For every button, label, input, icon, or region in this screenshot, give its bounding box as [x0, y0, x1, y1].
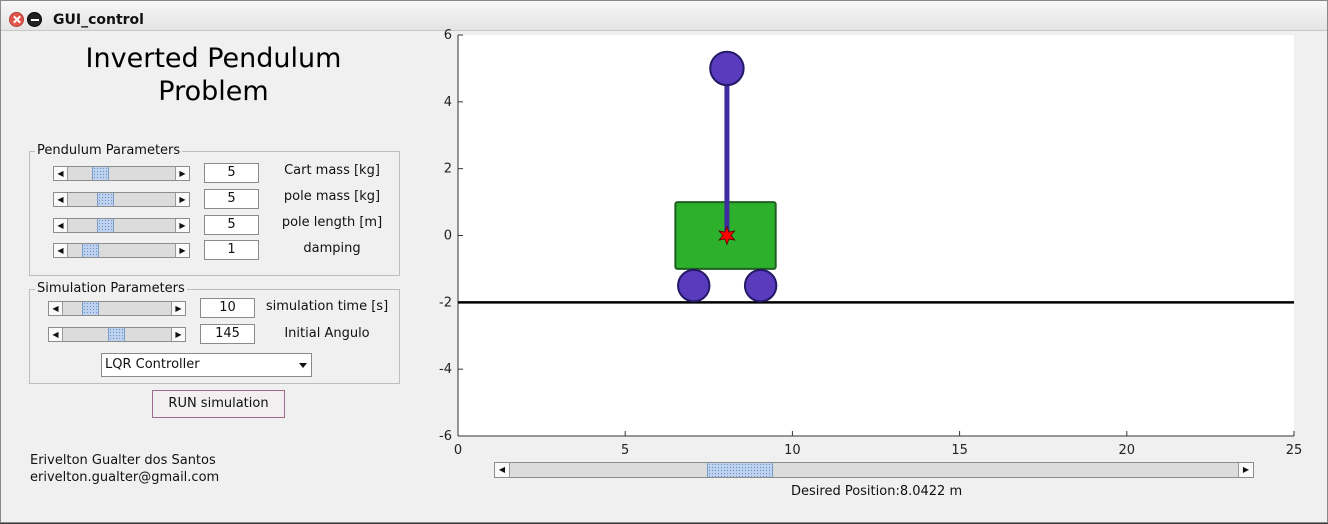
title-bar: GUI_control	[1, 1, 1327, 31]
arrow-right-icon[interactable]: ▶	[1238, 463, 1253, 477]
pole-length-input[interactable]: 5	[204, 215, 259, 235]
x-tick-label: 10	[784, 443, 801, 458]
y-tick-label: 4	[444, 95, 452, 110]
arrow-left-icon[interactable]: ◀	[49, 302, 63, 315]
author-info: Erivelton Gualter dos Santos erivelton.g…	[30, 452, 219, 486]
arrow-left-icon[interactable]: ◀	[49, 328, 63, 341]
pole-mass-label: pole mass [kg]	[283, 189, 381, 204]
pole-mass-input[interactable]: 5	[204, 189, 259, 209]
slider-thumb[interactable]	[82, 302, 100, 315]
page-title: Inverted Pendulum Problem	[41, 42, 386, 108]
initial-angle-input[interactable]: 145	[200, 324, 255, 344]
x-tick-label: 25	[1286, 443, 1303, 458]
desired-position-slider[interactable]: ◀ ▶	[494, 462, 1254, 478]
author-name: Erivelton Gualter dos Santos	[30, 453, 216, 468]
damping-slider[interactable]: ◀ ▶	[53, 243, 190, 258]
desired-position-readout: Desired Position:8.0422 m	[791, 484, 963, 499]
run-simulation-button[interactable]: RUN simulation	[152, 390, 285, 418]
y-tick-label: 2	[444, 162, 452, 177]
arrow-right-icon[interactable]: ▶	[175, 193, 189, 206]
y-tick-label: 0	[444, 229, 452, 244]
damping-label: damping	[303, 241, 361, 256]
slider-thumb[interactable]	[108, 328, 126, 341]
initial-angle-label: Initial Angulo	[284, 326, 370, 341]
slider-thumb[interactable]	[706, 463, 773, 477]
pole-mass-slider[interactable]: ◀ ▶	[53, 192, 190, 207]
slider-thumb[interactable]	[96, 219, 114, 232]
pendulum-parameters-panel: Pendulum Parameters	[29, 143, 400, 276]
y-tick-label: -6	[439, 429, 452, 444]
arrow-right-icon[interactable]: ▶	[171, 302, 185, 315]
damping-input[interactable]: 1	[204, 240, 259, 260]
y-tick-label: -2	[439, 295, 452, 310]
y-tick-label: -4	[439, 362, 452, 377]
arrow-left-icon[interactable]: ◀	[54, 193, 68, 206]
slider-thumb[interactable]	[96, 193, 114, 206]
simulation-time-label: simulation time [s]	[265, 299, 389, 314]
arrow-right-icon[interactable]: ▶	[175, 244, 189, 257]
page-title-line1: Inverted Pendulum	[85, 43, 342, 74]
minimize-icon[interactable]	[27, 12, 42, 27]
pole-length-slider[interactable]: ◀ ▶	[53, 218, 190, 233]
pendulum-parameters-label: Pendulum Parameters	[35, 143, 183, 159]
initial-angle-slider[interactable]: ◀ ▶	[48, 327, 186, 342]
close-icon[interactable]	[9, 12, 24, 27]
chevron-down-icon[interactable]	[299, 363, 307, 368]
simulation-time-input[interactable]: 10	[200, 298, 255, 318]
arrow-left-icon[interactable]: ◀	[54, 167, 68, 180]
arrow-right-icon[interactable]: ▶	[175, 167, 189, 180]
pole-length-label: pole length [m]	[281, 215, 383, 230]
arrow-right-icon[interactable]: ▶	[171, 328, 185, 341]
cart-mass-slider[interactable]: ◀ ▶	[53, 166, 190, 181]
simulation-parameters-label: Simulation Parameters	[35, 281, 187, 297]
slider-thumb[interactable]	[81, 244, 99, 257]
arrow-left-icon[interactable]: ◀	[495, 463, 510, 477]
window-title: GUI_control	[53, 12, 144, 28]
plot-area	[458, 35, 1294, 436]
cart-mass-label: Cart mass [kg]	[284, 163, 380, 178]
x-tick-label: 5	[621, 443, 629, 458]
author-email: erivelton.gualter@gmail.com	[30, 470, 220, 485]
x-tick-label: 0	[454, 443, 462, 458]
simulation-parameters-panel: Simulation Parameters	[29, 281, 400, 384]
arrow-right-icon[interactable]: ▶	[175, 219, 189, 232]
arrow-left-icon[interactable]: ◀	[54, 219, 68, 232]
cart-mass-input[interactable]: 5	[204, 163, 259, 183]
simulation-time-slider[interactable]: ◀ ▶	[48, 301, 186, 316]
arrow-left-icon[interactable]: ◀	[54, 244, 68, 257]
controller-select[interactable]: LQR Controller	[101, 353, 312, 377]
x-tick-label: 15	[951, 443, 968, 458]
x-tick-label: 20	[1119, 443, 1136, 458]
controller-select-value: LQR Controller	[105, 357, 200, 372]
slider-thumb[interactable]	[91, 167, 109, 180]
page-title-line2: Problem	[158, 76, 269, 107]
